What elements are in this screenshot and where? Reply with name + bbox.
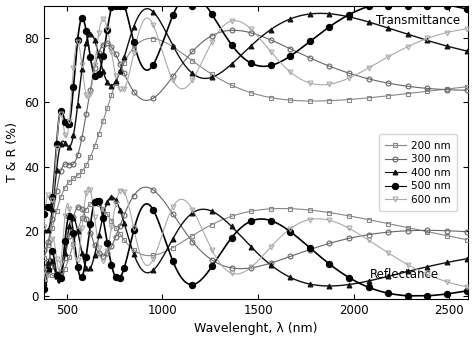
- X-axis label: Wavelenght, λ (nm): Wavelenght, λ (nm): [194, 323, 318, 336]
- Text: Transmittance: Transmittance: [376, 14, 460, 27]
- Legend: 200 nm, 300 nm, 400 nm, 500 nm, 600 nm: 200 nm, 300 nm, 400 nm, 500 nm, 600 nm: [379, 134, 457, 211]
- Y-axis label: T & R (%): T & R (%): [6, 122, 18, 182]
- Text: Reflectance: Reflectance: [370, 268, 439, 281]
